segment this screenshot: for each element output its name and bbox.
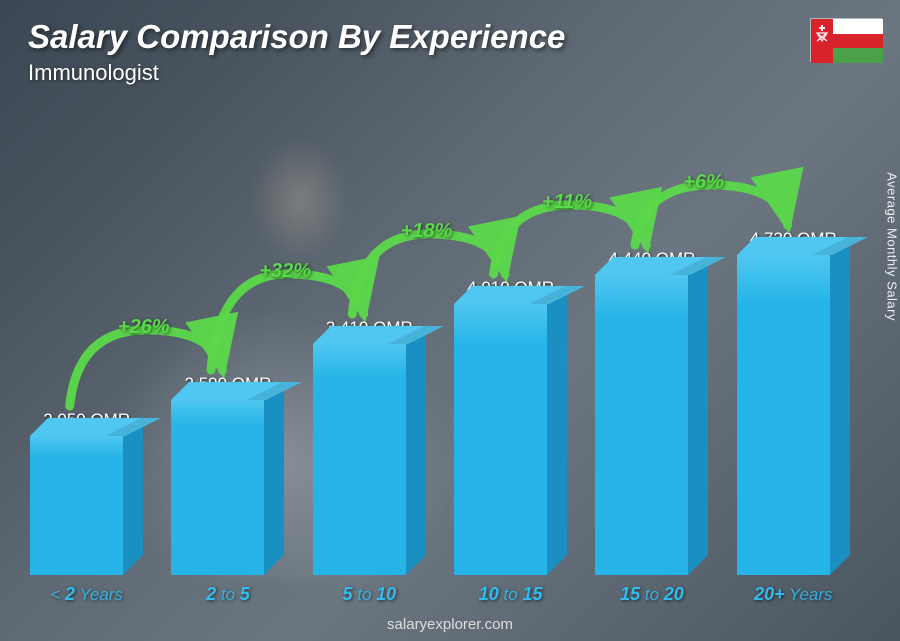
bar	[313, 344, 426, 575]
bar-column: 3,410 OMR	[313, 318, 426, 575]
bar-column: 4,730 OMR	[737, 229, 850, 575]
country-flag-oman	[810, 18, 882, 62]
x-axis-label: 2 to 5	[171, 584, 284, 605]
x-axis-label: 20+ Years	[737, 584, 850, 605]
bar-column: 4,010 OMR	[454, 278, 567, 575]
bar-column: 2,050 OMR	[30, 410, 143, 575]
salary-bar-chart: 2,050 OMR2,590 OMR 3,410 OMR4,010 OMR4,44…	[30, 110, 850, 575]
x-axis-label: 15 to 20	[595, 584, 708, 605]
x-axis-labels: < 2 Years 2 to 5 5 to 10 10 to 15 15 to 20 20…	[30, 584, 850, 605]
bar-column: 2,590 OMR	[171, 374, 284, 575]
bar	[171, 400, 284, 575]
bar	[454, 304, 567, 575]
bar-column: 4,440 OMR	[595, 249, 708, 575]
y-axis-label: Average Monthly Salary	[885, 172, 900, 321]
bar	[737, 255, 850, 575]
bar	[30, 436, 143, 575]
page-subtitle: Immunologist	[28, 60, 159, 86]
x-axis-label: 10 to 15	[454, 584, 567, 605]
page-title: Salary Comparison By Experience	[28, 18, 565, 56]
footer-attribution: salaryexplorer.com	[0, 616, 900, 633]
x-axis-label: 5 to 10	[313, 584, 426, 605]
x-axis-label: < 2 Years	[30, 584, 143, 605]
bar	[595, 275, 708, 575]
